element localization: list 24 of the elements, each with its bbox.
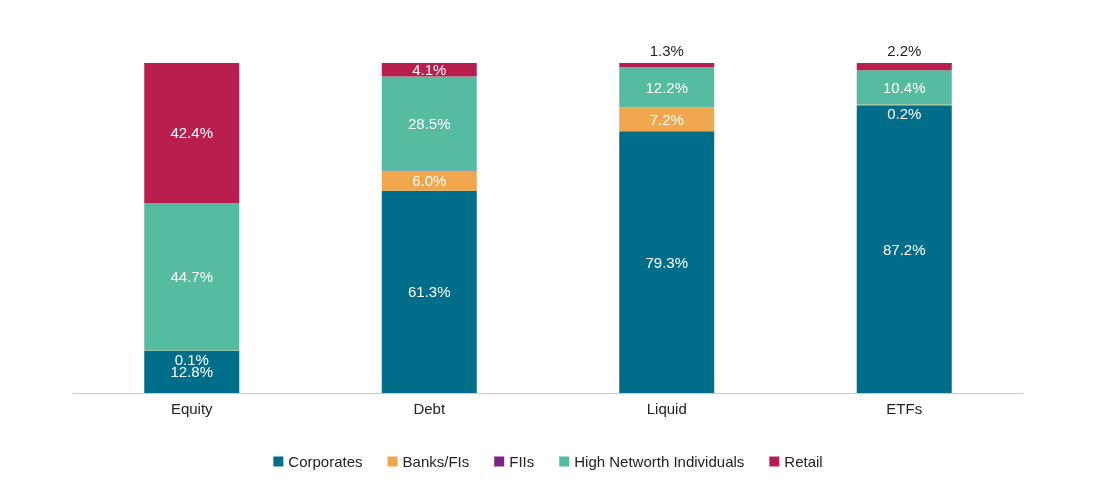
data-label: 10.4% — [882, 78, 926, 96]
x-tick-label: Debt — [413, 400, 446, 417]
data-label: 4.1% — [412, 61, 447, 79]
legend-label: Banks/FIs — [402, 453, 470, 470]
data-label: 28.5% — [407, 115, 451, 133]
data-label: 2.2% — [887, 42, 922, 59]
x-tick-label: ETFs — [886, 400, 923, 417]
x-tick-label: Liquid — [646, 400, 687, 417]
data-label: 79.3% — [645, 253, 689, 271]
x-tick-label: Equity — [170, 400, 214, 417]
data-label: 1.3% — [649, 42, 684, 59]
legend-label: Retail — [784, 453, 823, 470]
data-label: 6.0% — [412, 172, 447, 190]
data-label: 44.7% — [170, 268, 214, 286]
data-label: 0.1% — [174, 350, 209, 368]
legend-label: FIIs — [509, 453, 535, 470]
data-label: 42.4% — [170, 124, 214, 142]
legend-label: High Networth Individuals — [574, 453, 745, 470]
data-label: 7.2% — [649, 110, 684, 128]
data-label: 87.2% — [882, 240, 926, 258]
data-label: 0.2% — [887, 105, 922, 123]
data-label: 12.2% — [645, 78, 689, 96]
legend-label: Corporates — [288, 453, 363, 470]
data-label: 61.3% — [407, 283, 451, 301]
